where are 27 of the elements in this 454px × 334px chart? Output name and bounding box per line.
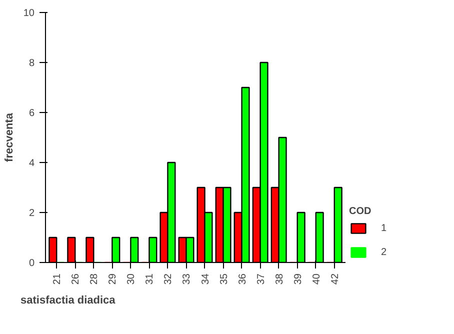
x-tick-label: 26 [70,273,82,285]
x-tick-label: 32 [163,273,174,285]
x-tick-label: 39 [292,273,304,285]
x-axis-title: satisfactia diadica [20,294,116,306]
y-tick-label: 4 [28,158,35,169]
legend-title: COD [349,206,372,217]
y-tick-label: 2 [28,208,35,219]
x-tick-label: 31 [144,273,156,285]
x-tick-label: 34 [200,273,212,285]
x-tick-label: 37 [256,273,267,285]
x-tick-label: 33 [182,273,193,285]
legend-label: 2 [381,246,388,258]
x-tick-label: 35 [218,273,230,285]
x-tick-label: 21 [52,273,64,285]
legend-label: 1 [381,222,388,234]
x-tick-label: 28 [89,273,100,285]
x-tick-label: 38 [274,273,286,285]
y-tick-label: 6 [28,108,35,119]
x-tick-label: 29 [108,273,119,285]
y-tick-label: 8 [28,58,35,69]
y-axis-title: frecventa [3,112,16,162]
x-tick-label: 42 [330,273,341,285]
x-tick-label: 40 [311,273,322,285]
x-tick-label: 36 [237,273,248,285]
x-tick-label: 30 [126,273,138,285]
y-tick-label: 0 [28,258,35,269]
y-tick-label: 10 [23,8,35,19]
